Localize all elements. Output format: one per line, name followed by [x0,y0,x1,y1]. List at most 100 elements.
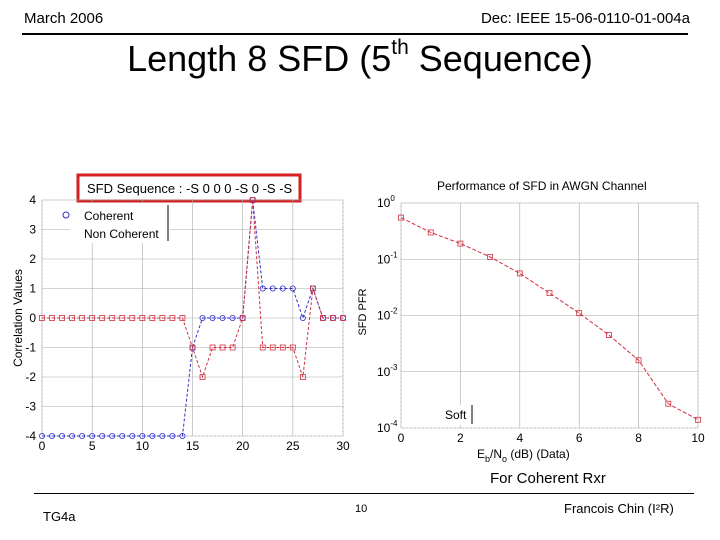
right-x-tick-label: 10 [691,431,705,445]
left-noncoherent-point [340,315,346,321]
left-y-tick-label: -4 [25,429,36,443]
left-x-tick-label: 15 [186,439,200,453]
right-x-tick-label: 8 [635,431,642,445]
left-noncoherent-point [99,315,106,321]
left-coherent-point [289,285,296,292]
right-y-tick-label: 100 [377,194,395,210]
left-noncoherent-point [309,285,316,292]
left-coherent-point [79,432,86,439]
left-noncoherent-point [149,315,156,321]
left-noncoherent-point [249,197,256,203]
left-coherent-point [299,314,306,321]
left-coherent-point [199,314,206,321]
right-x-tick-label: 0 [398,431,405,445]
right-chart-title: Performance of SFD in AWGN Channel [437,179,647,193]
left-x-tick-label: 10 [136,439,150,453]
legend-soft: Soft [445,408,467,422]
left-coherent-point [129,432,136,439]
right-legend-box [440,405,480,425]
left-x-tick-label: 20 [236,439,250,453]
slide-title-superscript: th [391,36,409,59]
right-soft-point [576,310,583,317]
left-coherent-point [109,432,116,439]
left-y-tick-label: 1 [29,282,36,296]
left-noncoherent-point [279,344,286,351]
left-noncoherent-point [59,315,65,321]
right-x-tick-label: 4 [516,431,523,445]
left-noncoherent-point [119,315,126,321]
slide-title-main: Length 8 SFD (5 [127,38,392,79]
left-noncoherent-point [79,315,86,321]
left-noncoherent-point [139,315,146,321]
left-x-tick-label: 5 [89,439,96,453]
left-chart-ylabel: Correlation Values [11,269,25,367]
right-x-tick-label: 2 [457,431,464,445]
right-y-tick-label: 10-2 [377,307,398,323]
right-x-tick-label: 6 [576,431,583,445]
left-coherent-point [169,432,176,439]
right-soft-point [516,270,523,277]
left-x-tick-label: 25 [286,439,300,453]
left-noncoherent-point [39,315,45,321]
footer-group: TG4a [43,509,76,524]
right-soft-point [665,400,672,407]
left-x-tick-label: 0 [39,439,46,453]
left-coherent-point [229,314,236,321]
left-noncoherent-point [320,315,326,321]
left-noncoherent-point [269,344,276,351]
left-noncoherent-point [159,315,166,321]
left-noncoherent-point [49,315,55,321]
left-y-tick-label: -1 [25,341,36,355]
left-coherent-point [159,432,166,439]
left-coherent-point [209,314,216,321]
right-y-tick-label: 10-4 [377,419,398,435]
left-x-tick-label: 30 [336,439,350,453]
left-coherent-point [119,432,126,439]
left-y-tick-label: -3 [25,400,36,414]
right-soft-point [695,416,701,423]
right-series-line [400,217,699,421]
left-noncoherent-point [129,315,136,321]
right-chart-ylabel: SFD PFR [357,288,369,335]
left-noncoherent-point [179,315,186,321]
left-noncoherent-point [69,315,75,321]
footer-rule [34,493,694,494]
left-noncoherent-point [259,344,266,351]
left-noncoherent-point [239,315,246,321]
left-noncoherent-point [289,344,296,351]
left-coherent-point [59,432,66,439]
left-series-line [42,199,343,379]
footer-author: Francois Chin (I²R) [564,501,674,516]
header-date: March 2006 [24,10,104,27]
right-soft-point [635,357,642,364]
slide-title-end: Sequence) [408,38,593,79]
left-coherent-point [219,314,226,321]
left-noncoherent-point [189,344,196,351]
left-coherent-point [139,432,146,439]
right-soft-point [427,229,434,236]
left-y-tick-label: 2 [29,252,36,266]
left-coherent-point [149,432,156,439]
left-legend-box [70,203,170,243]
left-coherent-point [39,432,46,439]
left-noncoherent-point [330,315,336,321]
sfd-sequence-highlight-box [76,173,302,203]
right-soft-point [457,240,464,247]
left-coherent-point [269,285,276,292]
left-noncoherent-point [109,315,116,321]
right-y-tick-label: 10-3 [377,363,398,379]
right-soft-point [487,254,494,260]
left-chart-title: SFD Sequence : -S 0 0 0 -S 0 -S -S [87,181,293,196]
left-y-tick-label: 4 [29,193,36,207]
legend-coherent-marker [62,211,70,219]
left-coherent-point [69,432,76,439]
left-coherent-point [179,432,186,439]
right-chart-xlabel: Eb/No (dB) (Data) [477,447,570,464]
left-noncoherent-point [229,344,236,351]
left-coherent-point [89,432,96,439]
left-series-line [42,199,343,437]
left-noncoherent-point [199,374,206,380]
left-noncoherent-point [299,374,306,380]
right-y-tick-label: 10-1 [377,250,398,266]
